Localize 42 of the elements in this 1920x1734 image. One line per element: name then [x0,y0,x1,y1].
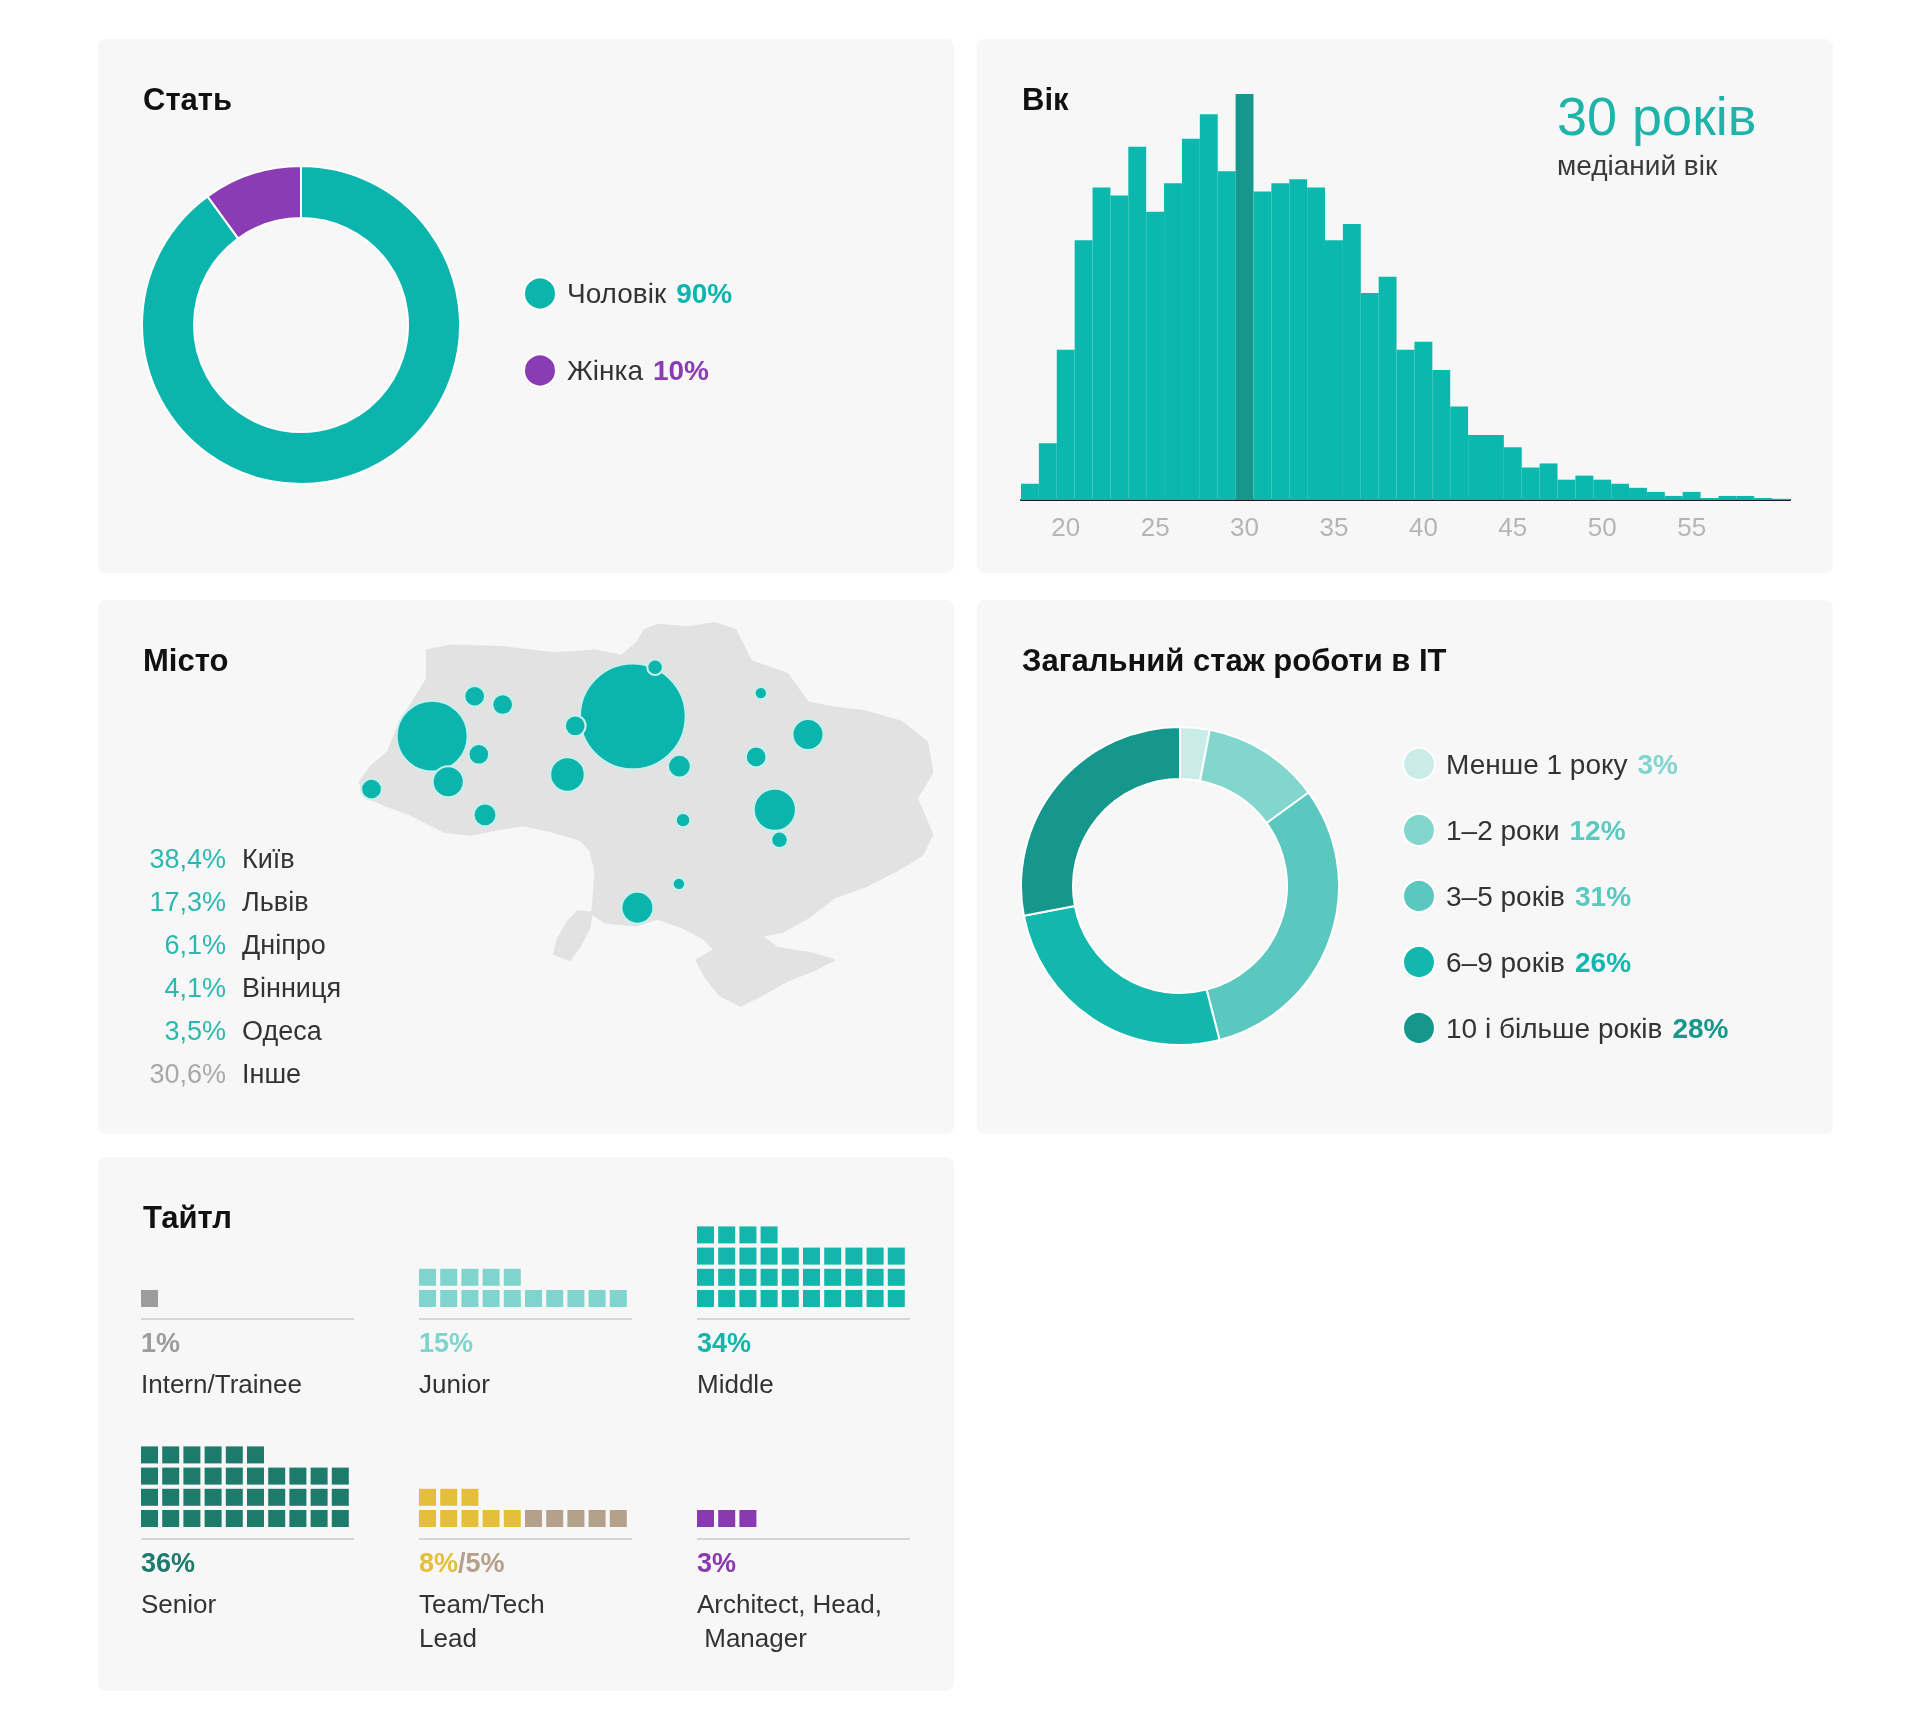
chart-title: Стать [143,82,233,117]
data-label: 36% [141,1547,196,1578]
legend-label: Менше 1 року [1446,748,1628,780]
data-label: 3% [697,1547,737,1578]
x-tick-label: 25 [1140,512,1170,542]
x-tick-label: 35 [1319,512,1349,542]
x-tick-label: 40 [1408,512,1438,542]
annotation: медіаний вік [1557,149,1718,181]
data-label: 26% [1574,946,1632,978]
text: Тайтл [143,1200,232,1235]
legend-label: Чоловік [567,278,667,309]
x-tick-label: 50 [1587,512,1617,542]
data-label: 10% [652,355,710,386]
data-label: /5% [458,1547,505,1578]
x-tick-label: 20 [1051,512,1081,542]
bar [1235,94,1254,500]
legend-label: 10 і більше років [1446,1012,1663,1044]
category-label: Team/Tech Lead [419,1589,552,1653]
legend-label: 1–2 роки [1446,814,1560,846]
category-label: Junior [419,1369,491,1399]
annotation: 30 років [1557,86,1757,146]
data-label: 15% [419,1327,474,1358]
data-label: 31% [1574,880,1632,912]
data-label: 1% [141,1327,181,1358]
legend-label: 3–5 років [1446,880,1565,912]
category-label: Architect, Head, Manager [697,1589,882,1653]
category-label: Senior [141,1589,217,1619]
data-label: 12% [1569,814,1626,846]
category-label: Intern/Trainee [141,1369,302,1399]
data-label: 34% [697,1327,752,1358]
x-tick-label: 45 [1498,512,1528,542]
x-tick-label: 55 [1677,512,1707,542]
chart-title: Вік [1022,82,1069,117]
data-label: 3% [1637,748,1679,780]
legend-label: Жінка [567,355,644,386]
legend-label: 6–9 років [1446,946,1565,978]
category-label: Middle [697,1369,774,1399]
data-label: 8% [419,1547,459,1578]
chart-title: Загальний стаж роботи в IT [1022,643,1447,678]
x-tick-label: 30 [1230,512,1260,542]
data-label: 28% [1672,1012,1729,1044]
data-label: 90% [676,278,733,309]
